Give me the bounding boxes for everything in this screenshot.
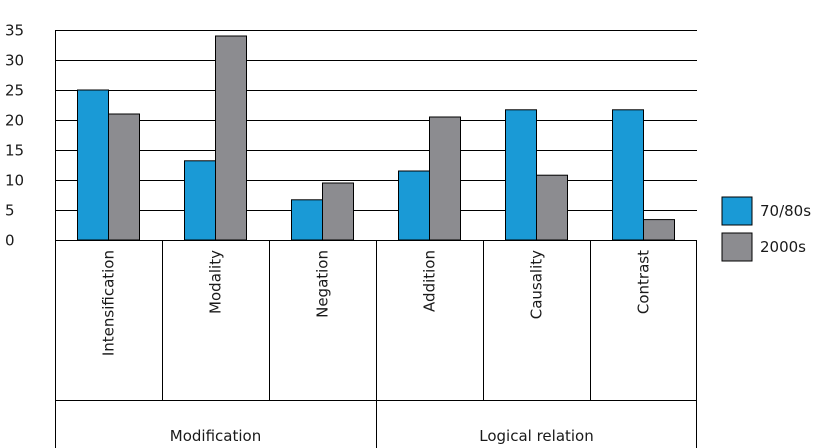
y-tick-label: 35 bbox=[5, 22, 24, 40]
bar-70-80s bbox=[291, 199, 323, 241]
legend-swatch bbox=[721, 232, 753, 262]
y-tick-label: 5 bbox=[5, 202, 15, 220]
bar-2000s bbox=[643, 219, 675, 241]
bar-70-80s bbox=[398, 170, 430, 241]
bar-2000s bbox=[536, 174, 568, 241]
group-label: Logical relation bbox=[479, 427, 594, 445]
y-tick-label: 30 bbox=[5, 52, 24, 70]
y-tick-label: 20 bbox=[5, 112, 24, 130]
category-table: Intensification Modality Negation Addition C… bbox=[55, 240, 697, 448]
group-label: Modification bbox=[170, 427, 261, 445]
y-tick-label: 25 bbox=[5, 82, 24, 100]
y-tick-label: 10 bbox=[5, 172, 24, 190]
bar-70-80s bbox=[77, 89, 109, 241]
y-tick-labels: 0 5 10 15 20 25 30 35 bbox=[5, 22, 24, 250]
category-label: Negation bbox=[314, 250, 332, 318]
bars bbox=[77, 35, 675, 241]
category-label: Intensification bbox=[100, 250, 118, 356]
bar-2000s bbox=[108, 113, 140, 241]
legend-label: 70/80s bbox=[760, 202, 811, 220]
category-label: Addition bbox=[421, 250, 439, 312]
y-tick-label: 15 bbox=[5, 142, 24, 160]
bar-70-80s bbox=[505, 109, 537, 241]
bar-70-80s bbox=[184, 160, 216, 241]
legend-swatch bbox=[721, 196, 753, 226]
bar-2000s bbox=[322, 182, 354, 241]
bar-70-80s bbox=[612, 109, 644, 241]
bar-2000s bbox=[429, 116, 461, 241]
legend-label: 2000s bbox=[760, 238, 806, 256]
category-label: Contrast bbox=[635, 250, 653, 314]
gridlines bbox=[55, 30, 697, 211]
y-tick-label: 0 bbox=[5, 232, 15, 250]
category-label: Modality bbox=[207, 250, 225, 314]
legend: 70/80s 2000s bbox=[721, 196, 811, 262]
bar-2000s bbox=[215, 35, 247, 241]
category-label: Causality bbox=[528, 250, 546, 319]
